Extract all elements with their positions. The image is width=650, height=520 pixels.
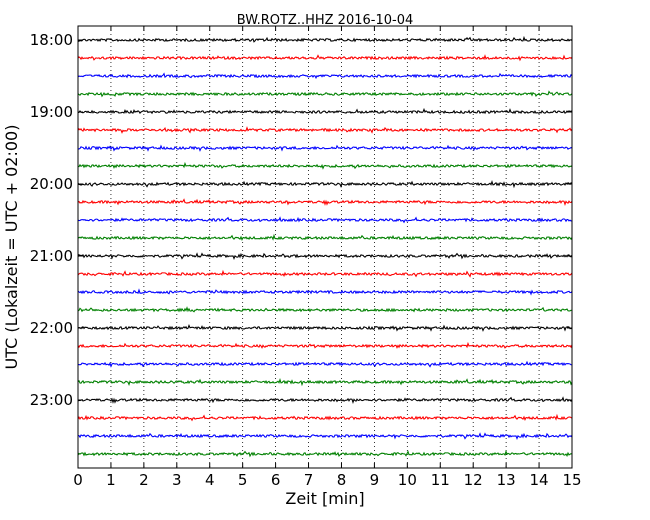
x-tick-label: 13	[497, 471, 516, 489]
trace-line	[77, 269, 573, 278]
x-tick-label: 12	[464, 471, 483, 489]
y-tick-label: 23:00	[30, 391, 73, 409]
trace-line	[77, 413, 573, 422]
y-tick-label: 18:00	[30, 31, 73, 49]
y-tick-label: 20:00	[30, 175, 73, 193]
x-axis-label: Zeit [min]	[285, 489, 364, 508]
trace-line	[77, 432, 573, 440]
trace-line	[77, 72, 573, 80]
trace-line	[77, 90, 573, 98]
trace-line	[77, 144, 573, 152]
trace-line	[77, 341, 573, 349]
trace-line	[77, 252, 573, 260]
trace-line	[77, 54, 573, 62]
x-tick-label: 7	[304, 471, 314, 489]
x-tick-label: 4	[205, 471, 215, 489]
x-tick-label: 5	[238, 471, 248, 489]
y-tick-label: 19:00	[30, 103, 73, 121]
trace-line	[77, 198, 573, 206]
trace-line	[77, 306, 573, 313]
grid-lines	[110, 26, 540, 468]
trace-line	[77, 396, 573, 404]
trace-line	[77, 360, 573, 368]
trace-line	[77, 126, 573, 134]
x-tick-label: 3	[172, 471, 182, 489]
trace-line	[77, 107, 573, 115]
trace-line	[77, 377, 573, 387]
y-axis: 18:00 19:00 20:00 21:00 22:00 23:00	[30, 31, 572, 409]
x-tick-label: 11	[431, 471, 450, 489]
y-tick-label: 22:00	[30, 319, 73, 337]
x-tick-label: 0	[73, 471, 83, 489]
x-tick-label: 10	[398, 471, 417, 489]
x-tick-label: 9	[370, 471, 380, 489]
trace-line	[77, 216, 573, 224]
y-axis-label: UTC (Lokalzeit = UTC + 02:00)	[2, 125, 21, 370]
trace-line	[77, 323, 573, 332]
trace-line	[77, 35, 573, 43]
trace-group	[77, 35, 573, 458]
trace-line	[77, 288, 573, 296]
trace-line	[77, 161, 573, 170]
x-tick-label: 1	[106, 471, 116, 489]
x-tick-label: 15	[562, 471, 581, 489]
trace-line	[77, 233, 573, 241]
x-tick-label: 14	[530, 471, 549, 489]
x-axis: 0 1 2 3 4 5 6 7 8 9 10 11 12 13 14 15	[73, 26, 582, 489]
x-tick-label: 2	[139, 471, 149, 489]
x-tick-label: 8	[337, 471, 347, 489]
trace-line	[77, 449, 573, 458]
plot-frame	[77, 25, 573, 469]
x-tick-label: 6	[271, 471, 281, 489]
y-tick-label: 21:00	[30, 247, 73, 265]
trace-line	[77, 179, 573, 189]
chart-title: BW.ROTZ..HHZ 2016-10-04	[237, 13, 413, 28]
